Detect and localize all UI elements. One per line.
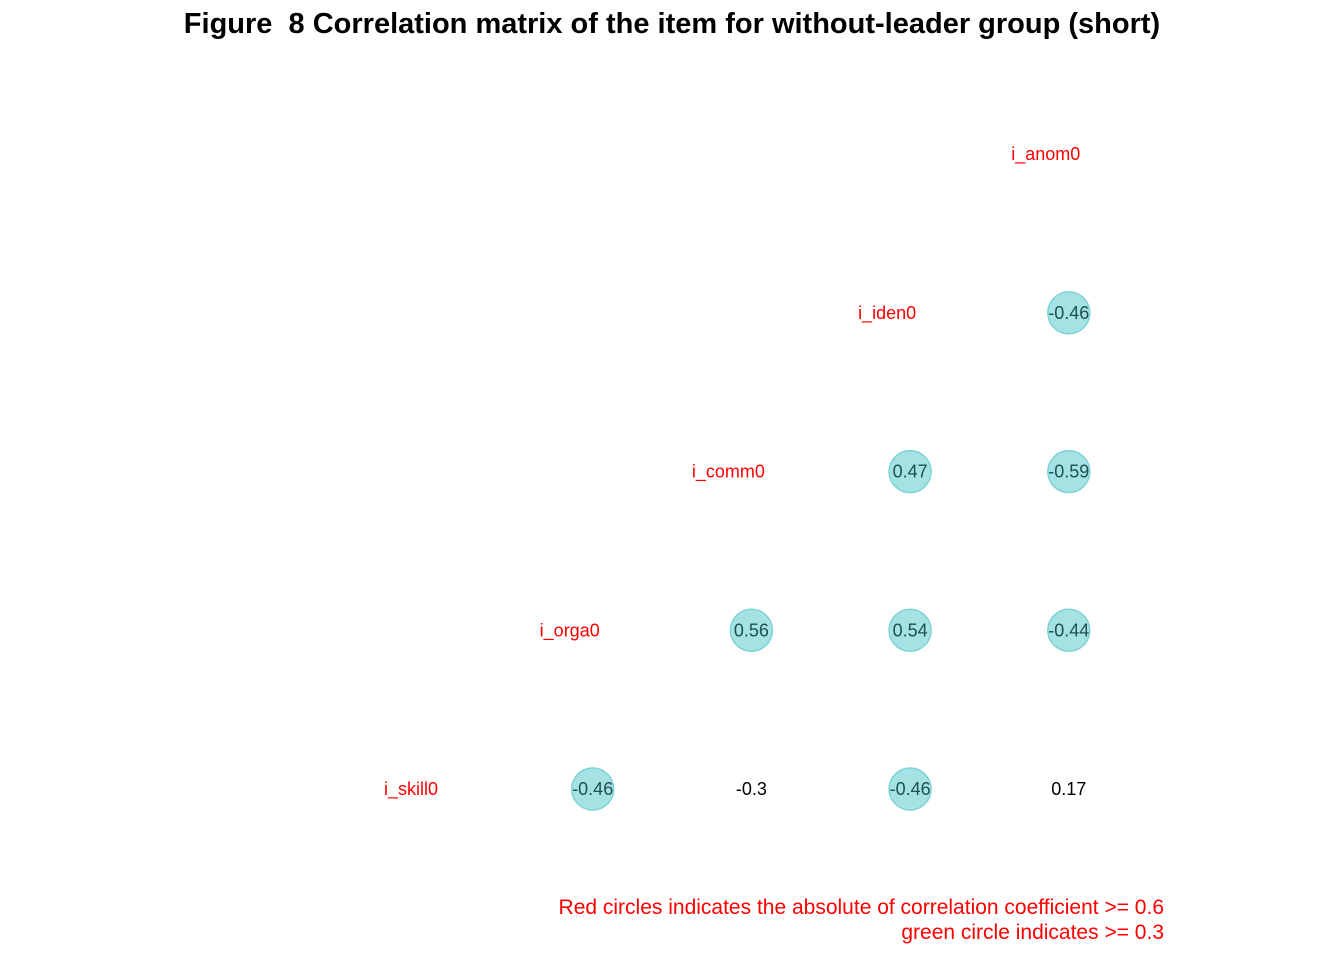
correlation-circle-i_orga0-i_skill0 (570, 767, 615, 811)
value-labels-layer: -0.46 -0.3 0.56 -0.46 0.54 0.47 0.17 -0.44 -0.59… (572, 303, 1089, 799)
correlation-value-i_comm0-i_skill0: -0.3 (736, 779, 767, 799)
correlation-value-i_anom0-i_orga0: -0.44 (1048, 620, 1089, 640)
correlation-value-i_anom0-i_skill0: 0.17 (1051, 779, 1086, 799)
red-circle-note: Red circles indicates the absolute of co… (558, 896, 1164, 919)
correlation-circle-i_iden0-i_comm0 (888, 449, 932, 494)
correlation-value-i_anom0-i_iden0: -0.46 (1048, 303, 1089, 323)
circles-layer (570, 291, 1091, 811)
green-circle-note: green circle indicates >= 0.3 (901, 921, 1164, 944)
variable-label-i_orga0: i_orga0 (540, 620, 600, 641)
correlation-value-i_orga0-i_skill0: -0.46 (572, 779, 613, 799)
correlation-circle-i_anom0-i_orga0 (1047, 608, 1091, 653)
correlation-value-i_comm0-i_orga0: 0.56 (734, 620, 769, 640)
correlation-circle-i_iden0-i_skill0 (888, 767, 932, 811)
correlation-circle-i_comm0-i_orga0 (729, 608, 774, 653)
variable-label-i_iden0: i_iden0 (858, 303, 916, 324)
variable-label-i_anom0: i_anom0 (1011, 144, 1080, 165)
variable-label-i_comm0: i_comm0 (692, 462, 765, 483)
correlation-value-i_iden0-i_skill0: -0.46 (890, 779, 931, 799)
variable-labels-layer: i_skill0 i_orga0 i_comm0 i_iden0 i_anom0 (384, 144, 1080, 800)
correlation-value-i_iden0-i_orga0: 0.54 (893, 620, 928, 640)
variable-label-i_skill0: i_skill0 (384, 779, 438, 800)
correlation-circle-i_iden0-i_orga0 (888, 608, 932, 653)
chart-title: Figure 8 Correlation matrix of the item … (183, 8, 1161, 40)
correlation-circle-i_anom0-i_iden0 (1047, 291, 1091, 335)
correlation-value-i_anom0-i_comm0: -0.59 (1048, 462, 1089, 482)
correlation-circle-i_anom0-i_comm0 (1047, 449, 1091, 494)
correlation-value-i_iden0-i_comm0: 0.47 (893, 462, 928, 482)
